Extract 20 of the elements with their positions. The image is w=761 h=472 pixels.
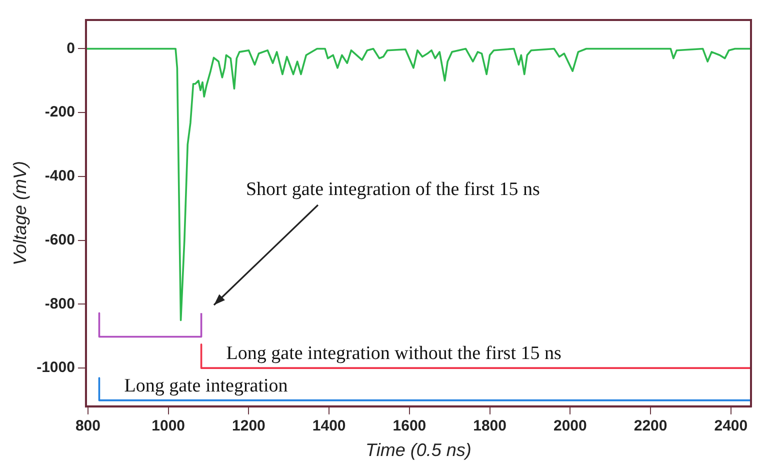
x-tick-label: 800 [75, 418, 100, 435]
y-tick-label: -1000 [36, 359, 75, 376]
x-tick-label: 2400 [714, 418, 748, 435]
y-tick-label: -400 [44, 168, 75, 185]
y-tick-label: -800 [44, 295, 75, 312]
x-tick-label: 1600 [392, 418, 426, 435]
series-label: Long gate integration [124, 375, 288, 396]
x-tick-label: 1200 [232, 418, 266, 435]
x-tick-label: 1800 [473, 418, 506, 435]
y-tick-label: -200 [44, 104, 75, 121]
y-axis-title: Voltage (mV) [10, 161, 30, 266]
series-label: Long gate integration without the first 15 ns [226, 343, 562, 364]
x-tick-label: 1400 [312, 418, 346, 435]
x-tick-label: 2000 [553, 418, 587, 435]
x-axis-title: Time (0.5 ns) [366, 440, 472, 460]
annotation: Short gate integration of the first 15 ns [246, 179, 540, 200]
y-tick-label: 0 [66, 40, 75, 57]
y-tick-label: -600 [44, 231, 75, 248]
x-tick-label: 1000 [152, 418, 186, 435]
x-tick-label: 2200 [634, 418, 668, 435]
